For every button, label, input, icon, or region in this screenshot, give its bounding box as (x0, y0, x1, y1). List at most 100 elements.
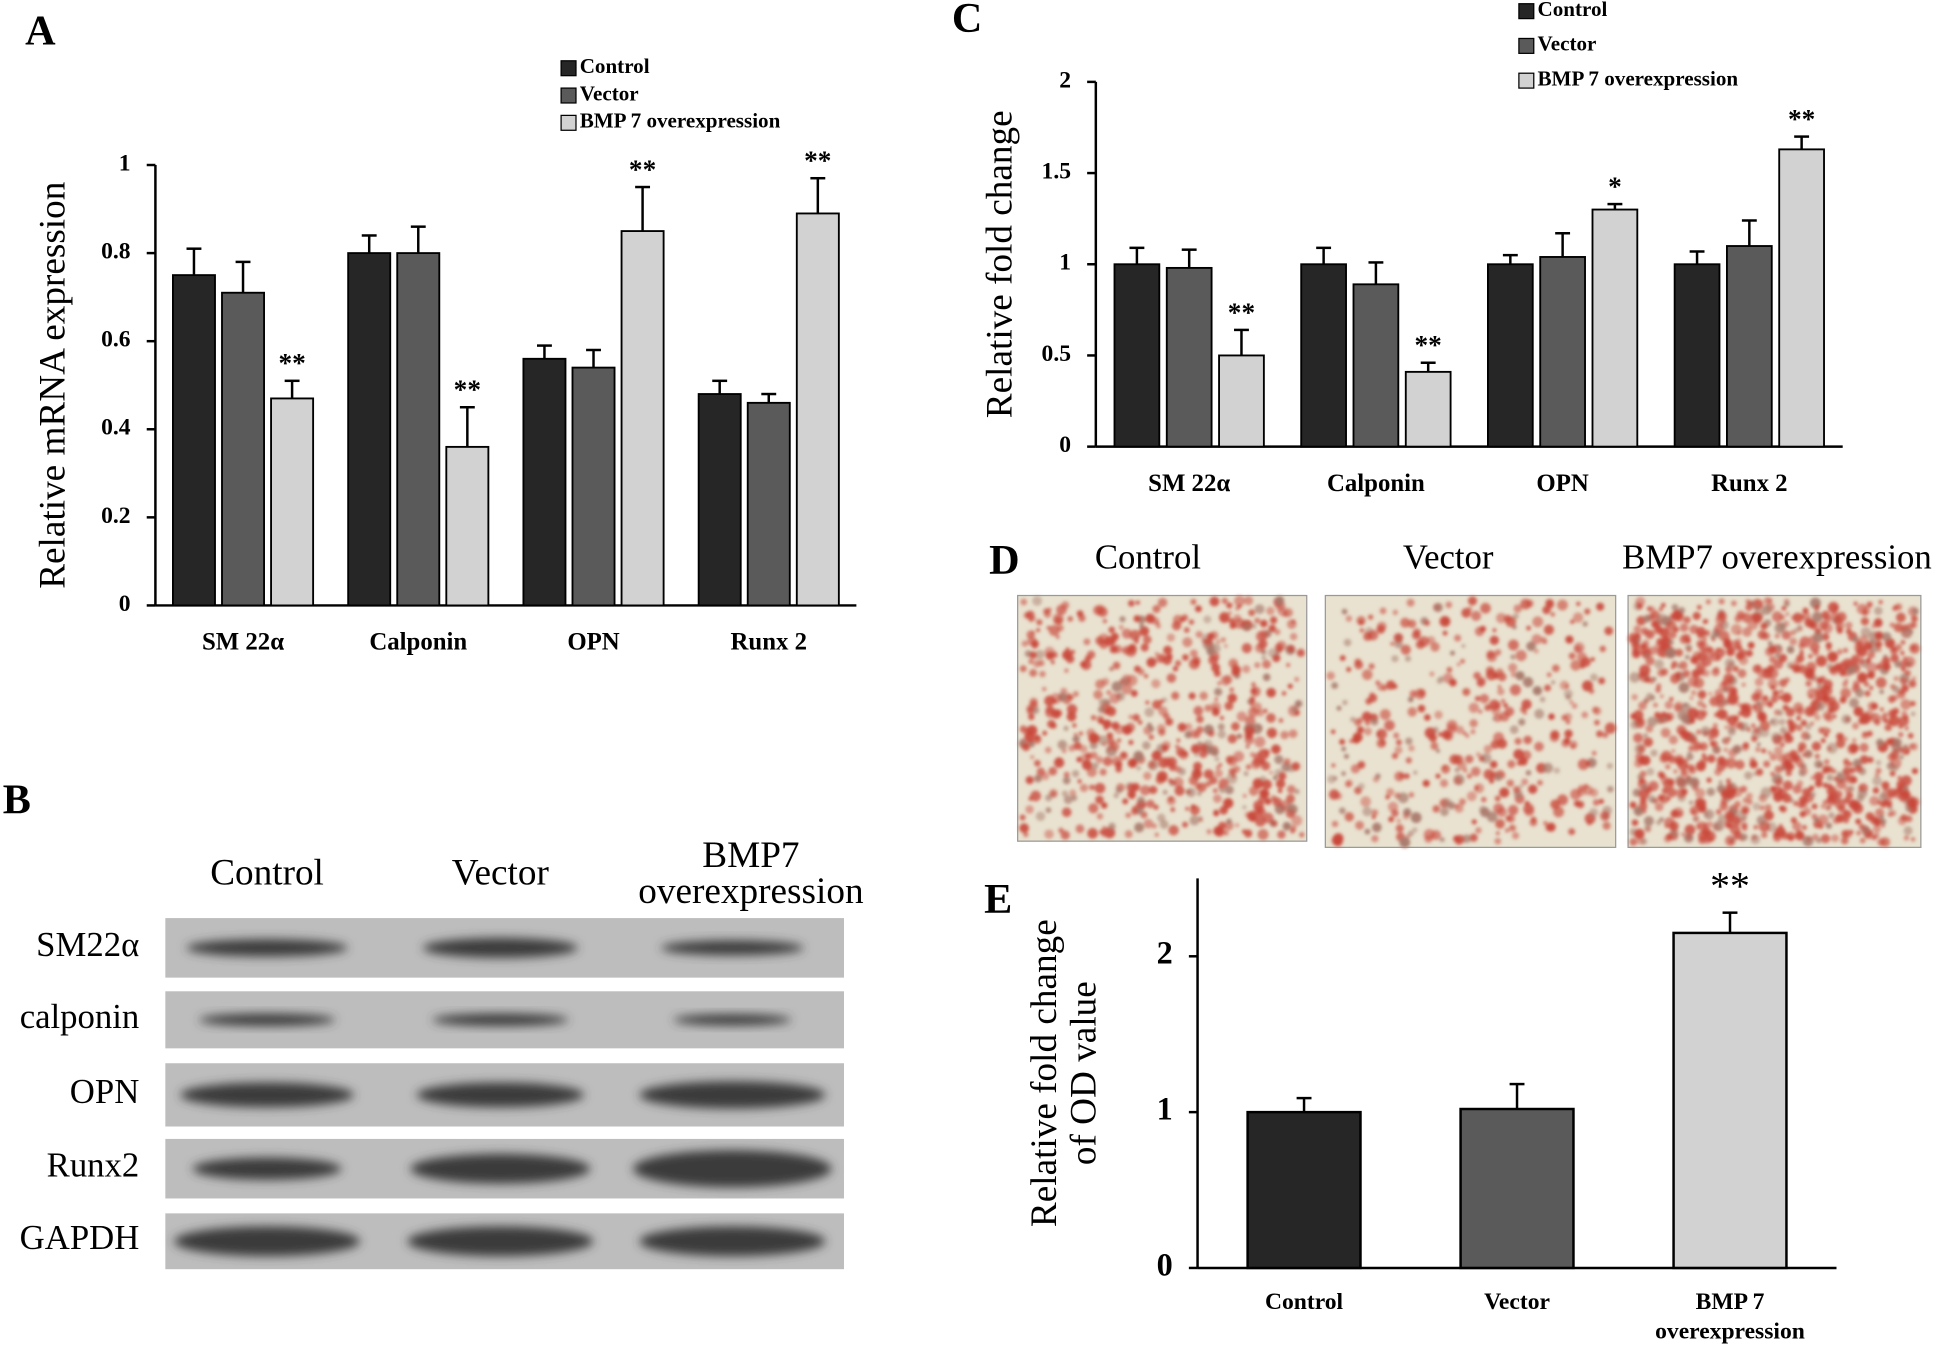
stain-dot (1070, 649, 1076, 655)
stain-dot (1287, 644, 1295, 653)
stain-dot (1189, 805, 1200, 816)
stain-dot (1684, 654, 1690, 660)
stain-dot (1091, 762, 1099, 770)
stain-dot (1715, 614, 1727, 626)
stain-dot (1712, 722, 1718, 729)
stain-dot (1757, 726, 1762, 731)
stain-dot (1662, 716, 1668, 722)
stain-dot (1717, 814, 1727, 823)
stain-dot (1832, 817, 1840, 824)
stain-dot (1341, 746, 1347, 752)
stain-dot (1565, 684, 1570, 689)
stain-dot (1539, 696, 1546, 703)
bar (1726, 245, 1773, 448)
stain-dot (1404, 655, 1412, 662)
legend-swatch (1518, 37, 1535, 54)
stain-dot (1041, 772, 1050, 781)
stain-dot (1678, 729, 1685, 736)
stain-dot (1892, 685, 1900, 693)
stain-dot (1881, 656, 1891, 666)
stain-dot (1466, 773, 1472, 779)
stain-dot (1381, 684, 1388, 691)
stain-dot (1687, 676, 1699, 688)
stain-dot (1350, 764, 1360, 774)
stain-dot (1155, 654, 1165, 664)
stain-dot (1424, 620, 1431, 627)
stain-dot (1657, 668, 1666, 677)
stain-dot (1209, 776, 1218, 785)
stain-dot (1836, 778, 1847, 790)
stain-dot (1171, 691, 1180, 700)
stain-dot (1331, 763, 1336, 768)
stain-dot (1875, 767, 1882, 774)
stain-dot (1726, 650, 1733, 657)
x-tick-label-box: BMP 7 overexpression (1655, 1289, 1805, 1345)
stain-dot (1101, 677, 1110, 686)
stain-dot (1188, 775, 1199, 786)
stain-dot (1825, 805, 1831, 811)
stain-dot (1289, 825, 1297, 832)
stain-dot (1779, 805, 1787, 813)
stain-dot (1647, 794, 1656, 803)
stain-dot (1900, 650, 1905, 656)
y-tick-label: 1 (1157, 1091, 1173, 1127)
stain-dot (1812, 649, 1820, 656)
stain-dot (1742, 627, 1752, 637)
stain-dot (1689, 805, 1700, 816)
significance-label: * (1608, 171, 1622, 201)
stain-dot (1339, 738, 1346, 745)
stain-dot (1822, 782, 1829, 789)
stain-dot (1417, 689, 1426, 697)
stain-dot (1231, 722, 1240, 731)
stain-dot (1867, 756, 1874, 764)
significance-label: ** (278, 348, 305, 378)
stain-dot (1822, 711, 1832, 720)
stain-dot (1492, 628, 1497, 633)
stain-dot (1849, 743, 1859, 754)
stain-dot (1134, 638, 1139, 644)
stain-dot (1496, 807, 1507, 818)
stain-dot (1495, 818, 1505, 829)
stain-dot (1718, 780, 1723, 785)
stain-dot (1415, 640, 1425, 649)
stain-dot (1795, 724, 1803, 732)
stain-dot (1361, 669, 1373, 681)
stain-dot (1668, 630, 1677, 639)
stain-dot (1422, 779, 1430, 787)
stain-dot (1770, 695, 1779, 703)
stain-dot (1248, 609, 1256, 617)
stain-dot (1692, 611, 1701, 621)
stain-dot (1142, 741, 1151, 750)
stain-dot (1565, 719, 1571, 725)
stain-dot (1702, 822, 1709, 829)
stain-dot (1513, 604, 1522, 613)
x-tick-label: Runx 2 (731, 629, 808, 656)
stain-dot (1465, 754, 1474, 764)
stain-dot (1871, 623, 1877, 629)
stain-dot (1172, 777, 1184, 788)
stain-dot (1815, 655, 1827, 667)
stain-dot (1697, 700, 1704, 708)
stain-dot (1638, 701, 1647, 711)
stain-dot (1751, 723, 1756, 728)
stain-dot (1553, 767, 1560, 774)
stain-dot (1035, 811, 1046, 822)
stain-dot (1643, 614, 1652, 623)
stain-dot (1590, 657, 1595, 662)
stain-dot (1225, 755, 1234, 764)
stain-dot (1126, 674, 1138, 686)
stain-dot (1685, 777, 1694, 785)
stain-dot (1442, 765, 1447, 770)
stain-dot (1796, 707, 1804, 716)
stain-dot (1687, 764, 1695, 772)
stain-dot (1649, 694, 1656, 701)
stain-dot (1405, 737, 1413, 745)
stain-dot (1086, 650, 1096, 659)
stain-dot (1390, 641, 1395, 646)
stain-dot (1895, 612, 1906, 623)
stain-dot (1261, 779, 1272, 790)
stain-dot (1483, 768, 1495, 780)
stain-dot (1862, 610, 1868, 616)
stain-dot (1634, 759, 1643, 768)
stain-dot (1387, 801, 1399, 813)
